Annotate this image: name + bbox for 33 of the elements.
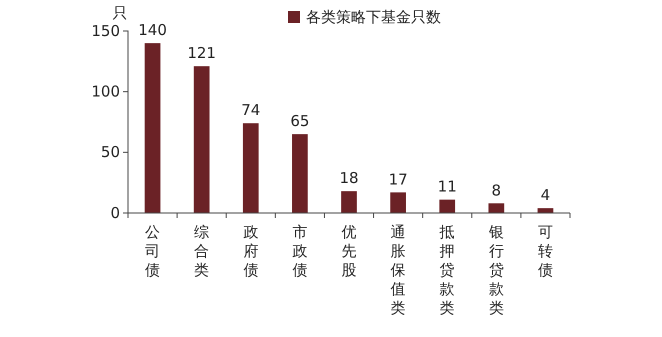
- y-tick-label: 100: [91, 82, 120, 100]
- data-label: 74: [241, 101, 260, 120]
- x-tick-label: 公司债: [145, 223, 160, 279]
- data-label: 140: [138, 21, 167, 40]
- bar: [488, 203, 504, 213]
- x-tick-label: 市政债: [292, 223, 308, 279]
- bar: [538, 208, 554, 213]
- data-label: 18: [339, 169, 359, 188]
- y-tick-label: 150: [91, 22, 120, 40]
- x-tick-label: 政府债: [243, 223, 258, 279]
- bar: [292, 134, 308, 213]
- x-tick-label: 优先股: [342, 223, 356, 279]
- x-tick-label: 综合类: [194, 223, 210, 279]
- x-tick-label: 抵押贷款类: [438, 223, 455, 317]
- data-label: 65: [290, 112, 310, 130]
- x-tick-label: 可转债: [538, 223, 553, 279]
- data-label: 121: [187, 44, 216, 62]
- bar: [194, 66, 210, 213]
- data-label: 11: [438, 178, 457, 196]
- bar: [390, 192, 406, 213]
- data-label: 8: [492, 181, 502, 200]
- data-label: 4: [540, 186, 550, 204]
- data-label: 17: [388, 170, 408, 188]
- y-axis-title: 只: [112, 4, 128, 22]
- legend-label: 各类策略下基金只数: [306, 8, 441, 26]
- x-tick-label: 通胀保值类: [390, 223, 406, 317]
- x-tick-label: 银行贷款类: [488, 223, 504, 317]
- y-tick-label: 0: [110, 204, 120, 222]
- bar: [439, 200, 456, 213]
- y-tick-label: 50: [100, 143, 120, 162]
- bar: [341, 191, 357, 213]
- bar: [242, 123, 259, 213]
- bar: [144, 43, 160, 213]
